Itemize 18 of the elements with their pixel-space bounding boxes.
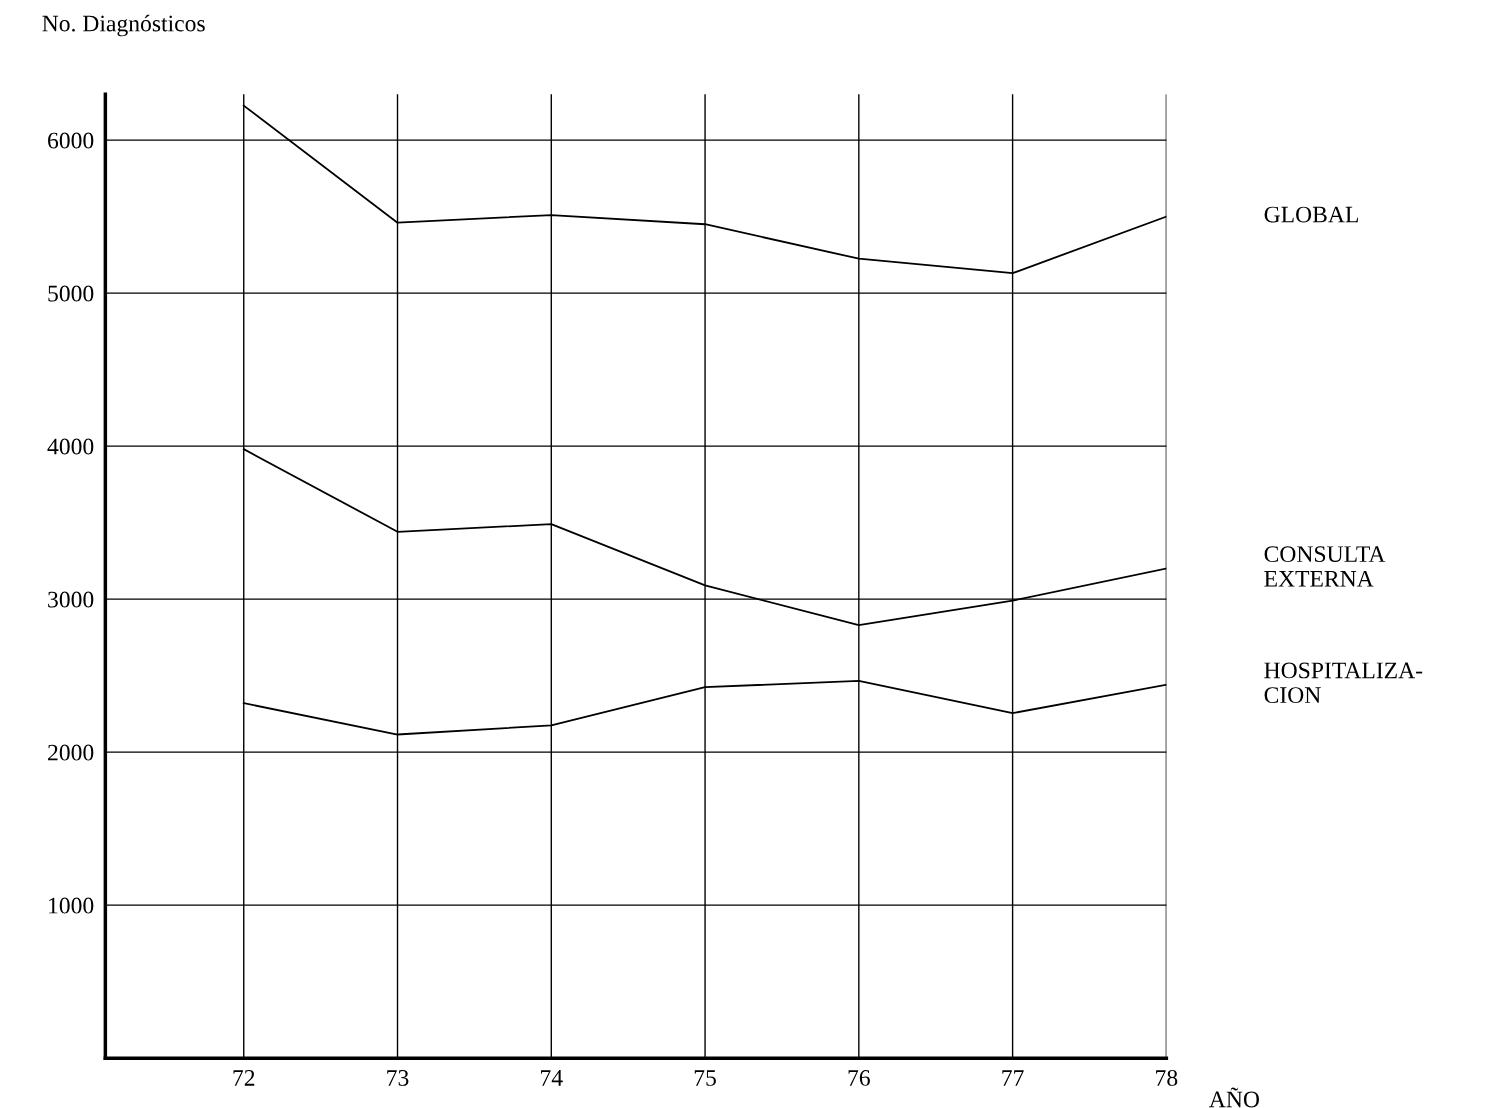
x-tick-label: 77 — [1002, 1070, 1024, 1086]
x-tick-label: 78 — [1156, 1069, 1178, 1086]
x-tick-label: 74 — [541, 1070, 563, 1086]
y-tick-label: 3000 — [48, 591, 94, 608]
y-tick-label: 4000 — [47, 438, 94, 455]
y-tick-label: 2000 — [48, 744, 94, 761]
text: HOSPITALIZA- CION — [1264, 662, 1423, 704]
y-tick-label: 6000 — [48, 132, 94, 149]
x-tick-label: 76 — [848, 1070, 870, 1086]
x-tick-label: 75 — [694, 1070, 716, 1086]
y-axis-title: No. Diagnósticos — [42, 14, 205, 37]
x-tick-label: 73 — [387, 1070, 409, 1086]
text: GLOBAL — [1264, 206, 1358, 223]
y-tick-label: 5000 — [48, 285, 94, 302]
x-tick-label: 72 — [233, 1070, 255, 1086]
text: CONSULTA EXTERNA — [1264, 546, 1386, 587]
x-axis-title: AÑO — [1209, 1087, 1259, 1108]
y-tick-label: 1000 — [49, 897, 94, 914]
